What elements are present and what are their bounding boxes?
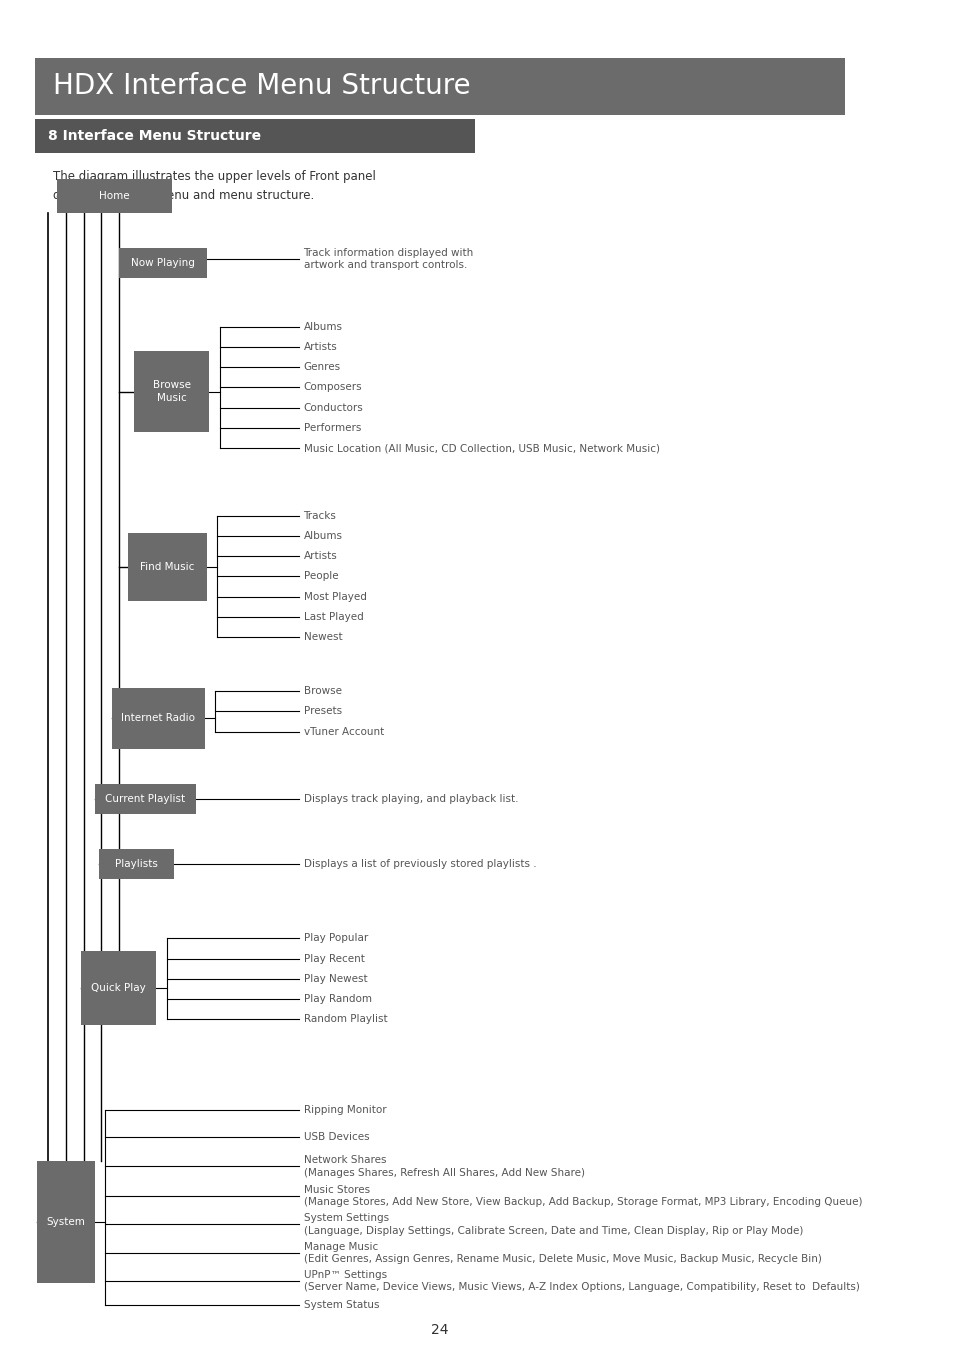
Text: Play Popular: Play Popular (303, 933, 368, 944)
Text: Genres: Genres (303, 362, 340, 373)
FancyBboxPatch shape (112, 688, 204, 748)
Text: vTuner Account: vTuner Account (303, 726, 383, 737)
Text: Internet Radio: Internet Radio (121, 713, 195, 724)
Text: Find Music: Find Music (140, 562, 194, 572)
Text: Conductors: Conductors (303, 402, 363, 413)
Text: 24: 24 (431, 1323, 448, 1336)
Text: Presets: Presets (303, 706, 341, 717)
Text: HDX Interface Menu Structure: HDX Interface Menu Structure (52, 73, 470, 100)
Text: Most Played: Most Played (303, 591, 366, 602)
FancyBboxPatch shape (35, 58, 843, 115)
Text: Music Location (All Music, CD Collection, USB Music, Network Music): Music Location (All Music, CD Collection… (303, 443, 659, 454)
Text: Albums: Albums (303, 321, 342, 332)
Text: Browse: Browse (303, 686, 341, 697)
Text: Manage Music
(Edit Genres, Assign Genres, Rename Music, Delete Music, Move Music: Manage Music (Edit Genres, Assign Genres… (303, 1242, 821, 1264)
Text: Quick Play: Quick Play (91, 983, 146, 994)
FancyBboxPatch shape (57, 180, 172, 213)
Text: Performers: Performers (303, 423, 360, 433)
Text: Ripping Monitor: Ripping Monitor (303, 1104, 386, 1115)
Text: Browse
Music: Browse Music (152, 381, 191, 402)
FancyBboxPatch shape (35, 119, 475, 153)
Text: Artists: Artists (303, 551, 337, 562)
Text: System Status: System Status (303, 1300, 378, 1311)
FancyBboxPatch shape (118, 248, 207, 278)
Text: Network Shares
(Manages Shares, Refresh All Shares, Add New Share): Network Shares (Manages Shares, Refresh … (303, 1156, 584, 1177)
Text: Composers: Composers (303, 382, 362, 393)
Text: Albums: Albums (303, 531, 342, 541)
Text: UPnP™ Settings
(Server Name, Device Views, Music Views, A-Z Index Options, Langu: UPnP™ Settings (Server Name, Device View… (303, 1270, 859, 1292)
FancyBboxPatch shape (37, 1161, 94, 1282)
Text: Tracks: Tracks (303, 510, 336, 521)
Text: Home: Home (99, 190, 130, 201)
Text: Random Playlist: Random Playlist (303, 1014, 387, 1025)
FancyBboxPatch shape (134, 351, 209, 432)
Text: Track information displayed with
artwork and transport controls.: Track information displayed with artwork… (303, 248, 474, 270)
FancyBboxPatch shape (94, 784, 195, 814)
Text: System Settings
(Language, Display Settings, Calibrate Screen, Date and Time, Cl: System Settings (Language, Display Setti… (303, 1214, 802, 1235)
Text: Playlists: Playlists (114, 859, 157, 869)
Text: Current Playlist: Current Playlist (105, 794, 185, 805)
FancyBboxPatch shape (128, 533, 207, 601)
Text: The diagram illustrates the upper levels of Front panel
display Interface menu a: The diagram illustrates the upper levels… (52, 170, 375, 202)
Text: 8 Interface Menu Structure: 8 Interface Menu Structure (49, 128, 261, 143)
Text: System: System (47, 1216, 86, 1227)
Text: Displays track playing, and playback list.: Displays track playing, and playback lis… (303, 794, 517, 805)
Text: Play Newest: Play Newest (303, 973, 367, 984)
Text: People: People (303, 571, 337, 582)
Text: Last Played: Last Played (303, 612, 363, 622)
FancyBboxPatch shape (81, 950, 156, 1026)
Text: Newest: Newest (303, 632, 342, 643)
Text: Play Recent: Play Recent (303, 953, 364, 964)
Text: USB Devices: USB Devices (303, 1131, 369, 1142)
Text: Artists: Artists (303, 342, 337, 352)
Text: Displays a list of previously stored playlists .: Displays a list of previously stored pla… (303, 859, 536, 869)
Text: Now Playing: Now Playing (131, 258, 194, 269)
FancyBboxPatch shape (99, 849, 173, 879)
Text: Music Stores
(Manage Stores, Add New Store, View Backup, Add Backup, Storage For: Music Stores (Manage Stores, Add New Sto… (303, 1185, 862, 1207)
Text: Play Random: Play Random (303, 994, 371, 1004)
